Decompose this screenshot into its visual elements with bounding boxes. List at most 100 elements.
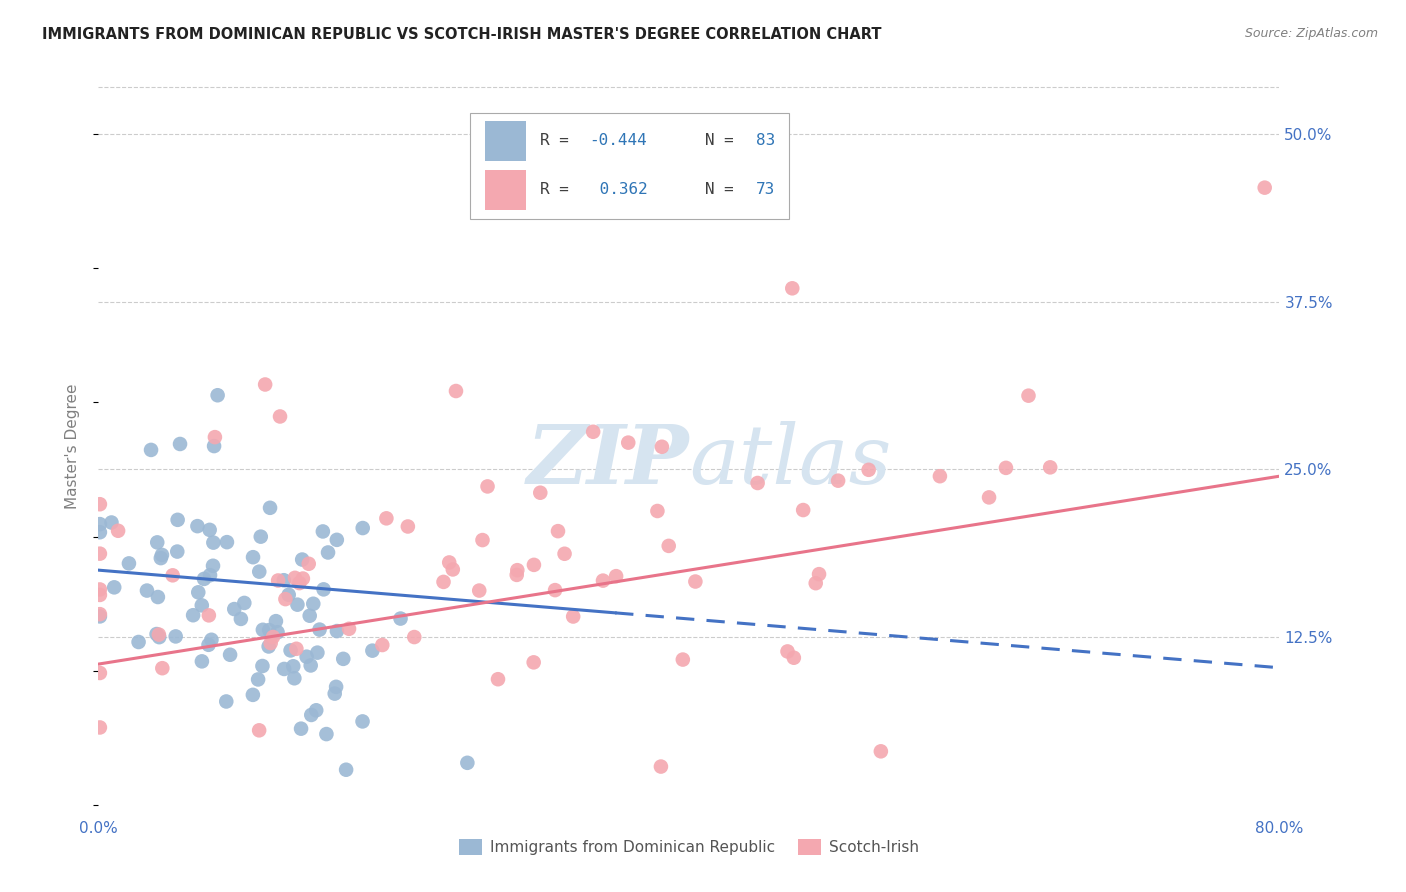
Point: [267, 574, 290, 588]
Point: [389, 611, 412, 625]
Y-axis label: Master's Degree: Master's Degree: [65, 384, 80, 508]
Point: [827, 474, 849, 488]
Point: [468, 583, 491, 598]
Point: [118, 557, 141, 571]
Point: [326, 624, 349, 638]
Point: [371, 638, 394, 652]
Point: [776, 644, 799, 658]
Point: [280, 643, 302, 657]
Point: [529, 485, 551, 500]
FancyBboxPatch shape: [485, 121, 526, 161]
Point: [747, 475, 769, 490]
Point: [315, 727, 337, 741]
Point: [254, 377, 277, 392]
Point: [1018, 389, 1040, 403]
Point: [260, 636, 283, 650]
Point: [277, 588, 299, 602]
Point: [651, 440, 673, 454]
Point: [257, 640, 280, 654]
Point: [229, 612, 252, 626]
Point: [808, 567, 831, 582]
Text: Source: ZipAtlas.com: Source: ZipAtlas.com: [1244, 27, 1378, 40]
Text: N =: N =: [676, 134, 744, 148]
Point: [870, 744, 893, 758]
Point: [858, 463, 880, 477]
Point: [233, 596, 256, 610]
Point: [165, 629, 187, 643]
Point: [352, 521, 374, 535]
Point: [219, 648, 242, 662]
Point: [444, 384, 467, 398]
Point: [685, 574, 707, 589]
Point: [252, 623, 274, 637]
Point: [247, 565, 270, 579]
Point: [672, 652, 695, 666]
Point: [658, 539, 681, 553]
Point: [783, 650, 806, 665]
Point: [224, 602, 246, 616]
Point: [215, 535, 238, 549]
Point: [617, 435, 640, 450]
Point: [1254, 180, 1277, 194]
Point: [471, 533, 494, 547]
Point: [299, 658, 322, 673]
Point: [582, 425, 605, 439]
Text: 0.362: 0.362: [589, 183, 648, 197]
Point: [647, 504, 669, 518]
Point: [396, 519, 419, 533]
Point: [259, 500, 281, 515]
Point: [523, 558, 546, 572]
Text: atlas: atlas: [689, 421, 891, 500]
Point: [439, 556, 461, 570]
Point: [247, 673, 270, 687]
Point: [193, 572, 215, 586]
Point: [89, 607, 111, 622]
Point: [264, 614, 287, 628]
Point: [266, 625, 288, 640]
FancyBboxPatch shape: [485, 169, 526, 211]
Point: [592, 574, 614, 588]
Point: [197, 638, 219, 652]
Text: -0.444: -0.444: [589, 134, 648, 148]
Point: [89, 588, 111, 602]
Point: [148, 627, 170, 641]
Point: [441, 562, 464, 576]
Point: [262, 630, 284, 644]
Point: [249, 530, 271, 544]
Point: [139, 442, 162, 457]
Point: [554, 547, 576, 561]
Text: N =: N =: [676, 183, 744, 197]
Point: [242, 550, 264, 565]
Point: [242, 688, 264, 702]
Point: [187, 585, 209, 599]
Point: [89, 721, 111, 735]
Point: [288, 576, 311, 591]
Point: [89, 609, 111, 624]
Point: [89, 497, 111, 511]
Point: [477, 479, 499, 493]
Point: [285, 641, 308, 656]
Point: [308, 623, 330, 637]
Point: [506, 563, 529, 577]
Point: [89, 525, 111, 540]
Point: [146, 590, 169, 604]
Point: [298, 557, 321, 571]
Point: [284, 571, 307, 585]
Point: [257, 623, 280, 637]
Point: [792, 503, 814, 517]
Point: [150, 548, 173, 562]
Point: [312, 582, 335, 597]
Point: [146, 535, 169, 549]
Point: [274, 592, 297, 607]
Point: [326, 533, 349, 547]
Point: [202, 535, 225, 549]
Text: R =: R =: [540, 134, 579, 148]
Point: [352, 714, 374, 729]
Point: [191, 654, 214, 668]
Point: [361, 643, 384, 657]
Point: [298, 608, 321, 623]
Point: [252, 659, 274, 673]
Point: [977, 491, 1000, 505]
Point: [605, 569, 627, 583]
Point: [89, 517, 111, 532]
